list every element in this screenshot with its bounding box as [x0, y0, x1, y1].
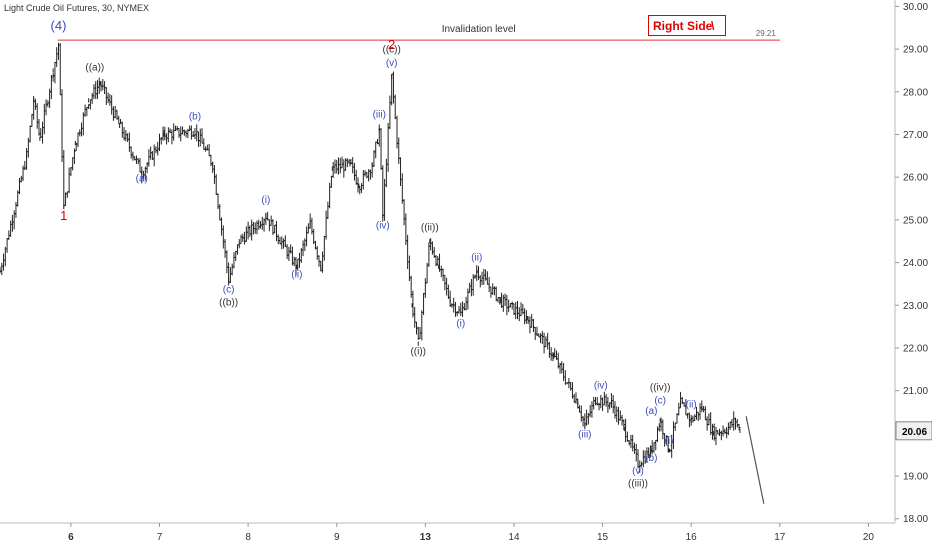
- y-tick-label: 26.00: [903, 173, 928, 184]
- x-tick-label: 14: [508, 532, 520, 543]
- y-tick-label: 25.00: [903, 215, 928, 226]
- invalidation-label: Invalidation level: [442, 24, 516, 35]
- wave-label: ((i)): [410, 346, 426, 357]
- wave-label: (4): [51, 18, 67, 33]
- x-tick-label: 15: [597, 532, 609, 543]
- wave-label: ((ii)): [421, 223, 439, 234]
- wave-label: (iv): [594, 381, 608, 392]
- wave-label: ((b)): [219, 297, 238, 308]
- wave-label: (c): [654, 395, 666, 406]
- y-tick-label: 23.00: [903, 301, 928, 312]
- x-tick-label: 8: [245, 532, 251, 543]
- down-arrow-icon: \: [711, 19, 715, 33]
- y-tick-label: 21.00: [903, 386, 928, 397]
- wave-label: ((a)): [85, 62, 104, 73]
- x-tick-label: 16: [686, 532, 698, 543]
- x-tick-label: 20: [863, 532, 875, 543]
- wave-label: (i): [261, 195, 270, 206]
- x-tick-label: 9: [334, 532, 340, 543]
- y-tick-label: 19.00: [903, 472, 928, 483]
- y-tick-label: 24.00: [903, 258, 928, 269]
- wave-label: (b): [189, 112, 201, 123]
- y-tick-label: 27.00: [903, 130, 928, 141]
- x-tick-label: 6: [68, 532, 74, 543]
- wave-label: (b): [645, 453, 657, 464]
- badge-label: Right Side: [653, 19, 713, 33]
- right-side-badge: Right Side \: [648, 15, 726, 36]
- wave-label: (i): [456, 319, 465, 330]
- y-tick-label: 28.00: [903, 87, 928, 98]
- symbol-title: Light Crude Oil Futures, 30, NYMEX: [4, 3, 150, 13]
- wave-label: (ii): [291, 270, 302, 281]
- wave-label: (iv): [376, 220, 390, 231]
- wave-label: (v): [632, 466, 644, 477]
- wave-label: ((iii)): [628, 479, 648, 490]
- x-tick-label: 17: [774, 532, 786, 543]
- wave-label: (ii): [471, 252, 482, 263]
- last-price-label: 20.06: [902, 427, 927, 438]
- wave-label: (a): [645, 406, 657, 417]
- wave-label: (iii): [578, 430, 591, 441]
- wave-label: (a): [136, 173, 148, 184]
- wave-label: ((iv)): [650, 383, 671, 394]
- wave-label: (i): [665, 436, 674, 447]
- y-tick-label: 22.00: [903, 343, 928, 354]
- y-tick-label: 30.00: [903, 2, 928, 13]
- invalidation-value-label: 29.21: [756, 29, 777, 38]
- wave-label: (v): [386, 58, 398, 69]
- wave-label: 1: [60, 208, 67, 223]
- wave-label: 2: [388, 37, 395, 52]
- y-tick-label: 18.00: [903, 514, 928, 525]
- wave-label: ((c)): [383, 45, 401, 56]
- wave-label: (c): [223, 284, 235, 295]
- last-price-box: [895, 421, 932, 441]
- projection-line: [745, 416, 765, 504]
- wave-label: (ii): [686, 400, 697, 411]
- wave-label: (iii): [373, 109, 386, 120]
- x-tick-label: 13: [420, 532, 432, 543]
- y-tick-label: 29.00: [903, 45, 928, 56]
- x-tick-label: 7: [157, 532, 163, 543]
